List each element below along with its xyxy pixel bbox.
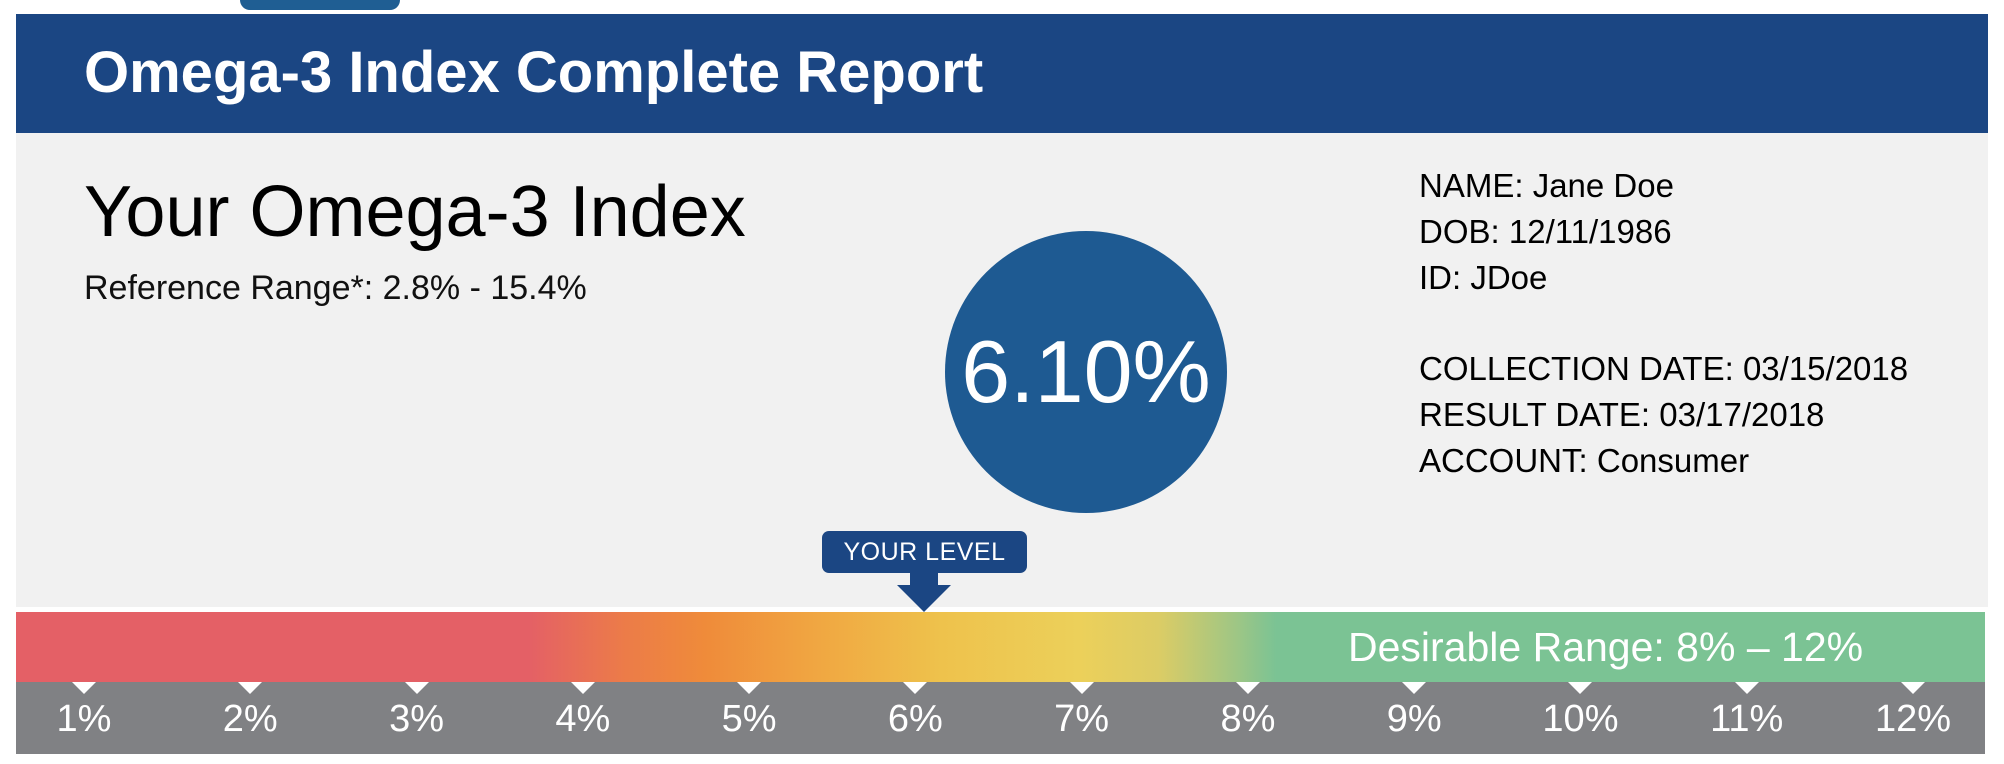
tick-marker-icon: [1734, 682, 1759, 694]
tick-label: 1%: [56, 698, 112, 740]
tick-marker-icon: [570, 682, 595, 694]
tick-label: 5%: [721, 698, 777, 740]
id-label: ID:: [1419, 259, 1462, 296]
tick-label: 7%: [1054, 698, 1110, 740]
account-label: ACCOUNT:: [1419, 442, 1588, 479]
range-gradient-bar: [16, 612, 1985, 682]
result-value: 6.10%: [961, 322, 1211, 421]
index-title: Your Omega-3 Index: [84, 172, 746, 252]
tick-marker-icon: [238, 682, 263, 694]
account-value: Consumer: [1596, 442, 1750, 479]
desirable-range-label: Desirable Range: 8% – 12%: [1348, 624, 1864, 670]
name-value: Jane Doe: [1532, 167, 1674, 204]
result-date-value: 03/17/2018: [1659, 396, 1825, 433]
collection-date-row: COLLECTION DATE: 03/15/2018: [1419, 346, 1908, 392]
tick-label: 11%: [1710, 698, 1784, 740]
marker-arrow-icon: [897, 585, 951, 612]
id-row: ID: JDoe: [1419, 255, 1908, 301]
tick-marker-icon: [1901, 682, 1925, 694]
reference-range-value: 2.8% - 15.4%: [382, 269, 587, 307]
dob-row: DOB: 12/11/1986: [1419, 209, 1908, 255]
reference-range: Reference Range*: 2.8% - 15.4%: [84, 269, 587, 308]
collection-date-label: COLLECTION DATE:: [1419, 350, 1734, 387]
your-level-marker: YOUR LEVEL: [822, 531, 1027, 573]
result-date-label: RESULT DATE:: [1419, 396, 1651, 433]
tick-label: 6%: [887, 698, 943, 740]
reference-range-label: Reference Range*:: [84, 269, 374, 307]
name-row: NAME: Jane Doe: [1419, 163, 1908, 209]
tick-marker-icon: [1402, 682, 1427, 694]
tick-label: 12%: [1874, 698, 1952, 740]
collection-date-value: 03/15/2018: [1742, 350, 1909, 387]
name-label: NAME:: [1419, 167, 1524, 204]
dob-value: 12/11/1986: [1508, 213, 1672, 250]
tick-label: 4%: [555, 698, 611, 740]
tick-marker-icon: [903, 682, 928, 694]
tick-label: 9%: [1386, 698, 1442, 740]
tick-label: 10%: [1542, 698, 1619, 740]
account-row: ACCOUNT: Consumer: [1419, 438, 1908, 484]
dob-label: DOB:: [1419, 213, 1500, 250]
tick-marker-icon: [1235, 682, 1260, 694]
report-header: Omega-3 Index Complete Report: [16, 14, 1988, 133]
report-title: Omega-3 Index Complete Report: [84, 40, 984, 105]
tick-marker-icon: [1568, 682, 1593, 694]
tick-marker-icon: [737, 682, 762, 694]
tick-marker-icon: [72, 682, 96, 694]
tick-label: 8%: [1220, 698, 1276, 740]
scale-axis: [16, 682, 1985, 754]
id-value: JDoe: [1470, 259, 1548, 296]
your-level-label: YOUR LEVEL: [843, 537, 1006, 566]
tick-label: 3%: [389, 698, 444, 740]
logo-fragment: [240, 0, 400, 10]
marker-stem: [910, 572, 938, 586]
tick-label: 2%: [222, 698, 278, 740]
result-circle: 6.10%: [945, 231, 1227, 513]
tick-marker-icon: [1069, 682, 1094, 694]
tick-marker-icon: [404, 682, 429, 694]
patient-info: NAME: Jane Doe DOB: 12/11/1986 ID: JDoe …: [1419, 163, 1908, 484]
result-date-row: RESULT DATE: 03/17/2018: [1419, 392, 1908, 438]
